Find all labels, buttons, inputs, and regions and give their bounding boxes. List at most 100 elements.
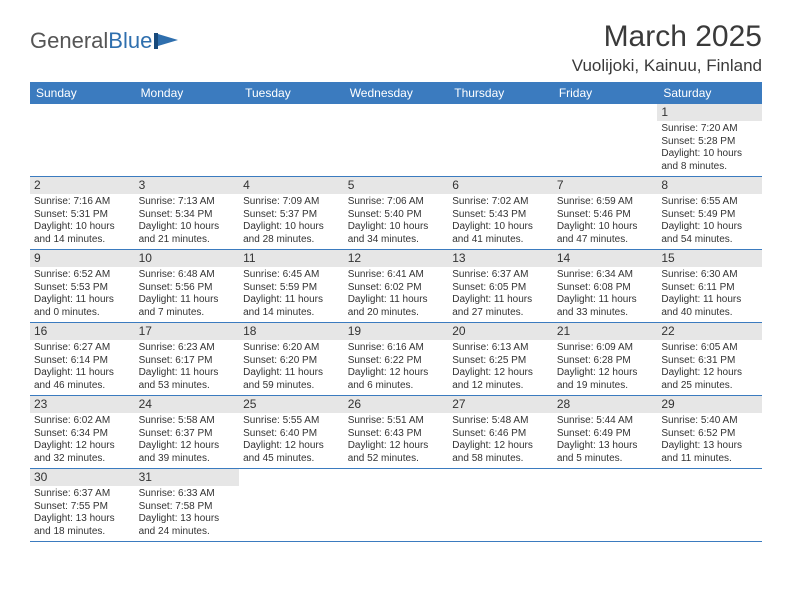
calendar-cell: 1Sunrise: 7:20 AMSunset: 5:28 PMDaylight… <box>657 104 762 177</box>
daylight-text: Daylight: 11 hours <box>139 294 236 307</box>
calendar-row: 16Sunrise: 6:27 AMSunset: 6:14 PMDayligh… <box>30 323 762 396</box>
daylight-text: and 34 minutes. <box>348 234 445 247</box>
daylight-text: and 41 minutes. <box>452 234 549 247</box>
calendar-cell: 12Sunrise: 6:41 AMSunset: 6:02 PMDayligh… <box>344 250 449 323</box>
sunset-text: Sunset: 6:02 PM <box>348 282 445 295</box>
sunset-text: Sunset: 5:34 PM <box>139 209 236 222</box>
logo: GeneralBlue <box>30 28 180 54</box>
daylight-text: and 14 minutes. <box>243 307 340 320</box>
calendar-row: 9 Sunrise: 6:52 AMSunset: 5:53 PM Daylight… <box>30 250 762 323</box>
daylight-text: and 39 minutes. <box>139 453 236 466</box>
daylight-text: and 47 minutes. <box>557 234 654 247</box>
sunset-text: Sunset: 5:40 PM <box>348 209 445 222</box>
calendar-cell: 22Sunrise: 6:05 AMSunset: 6:31 PMDayligh… <box>657 323 762 396</box>
daylight-text: and 14 minutes. <box>34 234 131 247</box>
calendar-cell: 6Sunrise: 7:02 AMSunset: 5:43 PMDaylight… <box>448 177 553 250</box>
daylight-text: and 53 minutes. <box>139 380 236 393</box>
day-number: 24 <box>135 396 240 413</box>
sunrise-text: Sunrise: 6:33 AM <box>139 488 236 501</box>
daylight-text: and 11 minutes. <box>661 453 758 466</box>
daylight-text: Daylight: 12 hours <box>139 440 236 453</box>
day-number: 4 <box>239 177 344 194</box>
daylight-text: and 54 minutes. <box>661 234 758 247</box>
sunrise-text: Sunrise: 5:51 AM <box>348 415 445 428</box>
day-number: 18 <box>239 323 344 340</box>
sunset-text: Sunset: 6:52 PM <box>661 428 758 441</box>
daylight-text: and 24 minutes. <box>139 526 236 539</box>
day-number: 23 <box>30 396 135 413</box>
calendar-cell-empty <box>344 469 449 542</box>
day-number: 3 <box>135 177 240 194</box>
daylight-text: Daylight: 12 hours <box>34 440 131 453</box>
sunset-text: Sunset: 5:53 PM <box>34 282 131 295</box>
calendar-cell: 21Sunrise: 6:09 AMSunset: 6:28 PMDayligh… <box>553 323 658 396</box>
sunrise-text: Sunrise: 5:55 AM <box>243 415 340 428</box>
day-number: 27 <box>448 396 553 413</box>
sunset-text: Sunset: 5:43 PM <box>452 209 549 222</box>
sunset-text: Sunset: 5:49 PM <box>661 209 758 222</box>
daylight-text: and 0 minutes. <box>34 307 131 320</box>
sunrise-text: Sunrise: 6:55 AM <box>661 196 758 209</box>
sunrise-text: Sunrise: 6:16 AM <box>348 342 445 355</box>
sunrise-text: Sunrise: 6:02 AM <box>34 415 131 428</box>
daylight-text: Daylight: 11 hours <box>348 294 445 307</box>
calendar-cell: 17Sunrise: 6:23 AMSunset: 6:17 PMDayligh… <box>135 323 240 396</box>
daylight-text: Daylight: 11 hours <box>243 294 340 307</box>
sunset-text: Sunset: 5:56 PM <box>139 282 236 295</box>
sunset-text: Sunset: 6:34 PM <box>34 428 131 441</box>
sunrise-text: Sunrise: 7:06 AM <box>348 196 445 209</box>
sunset-text: Sunset: 6:08 PM <box>557 282 654 295</box>
calendar-body: 1Sunrise: 7:20 AMSunset: 5:28 PMDaylight… <box>30 104 762 542</box>
sunrise-text: Sunrise: 6:41 AM <box>348 269 445 282</box>
daylight-text: and 52 minutes. <box>348 453 445 466</box>
calendar-cell: 23 Sunrise: 6:02 AMSunset: 6:34 PMDayligh… <box>30 396 135 469</box>
weekday-header: Wednesday <box>344 82 449 104</box>
day-number: 21 <box>553 323 658 340</box>
sunrise-text: Sunrise: 6:45 AM <box>243 269 340 282</box>
calendar-cell-empty <box>344 104 449 177</box>
daylight-text: Daylight: 10 hours <box>348 221 445 234</box>
calendar-cell: 4Sunrise: 7:09 AMSunset: 5:37 PMDaylight… <box>239 177 344 250</box>
sunrise-text: Sunrise: 6:52 AM <box>34 269 131 282</box>
daylight-text: and 59 minutes. <box>243 380 340 393</box>
calendar-cell: 24Sunrise: 5:58 AMSunset: 6:37 PMDayligh… <box>135 396 240 469</box>
sunset-text: Sunset: 6:25 PM <box>452 355 549 368</box>
sunset-text: Sunset: 6:46 PM <box>452 428 549 441</box>
month-title: March 2025 <box>572 20 762 54</box>
day-number: 13 <box>448 250 553 267</box>
sunrise-text: Sunrise: 6:48 AM <box>139 269 236 282</box>
daylight-text: Daylight: 11 hours <box>243 367 340 380</box>
calendar-cell: 8Sunrise: 6:55 AMSunset: 5:49 PMDaylight… <box>657 177 762 250</box>
calendar-cell: 18Sunrise: 6:20 AMSunset: 6:20 PMDayligh… <box>239 323 344 396</box>
calendar-cell-empty <box>553 104 658 177</box>
calendar-cell: 2Sunrise: 7:16 AMSunset: 5:31 PMDaylight… <box>30 177 135 250</box>
day-number: 10 <box>135 250 240 267</box>
calendar-cell: 26Sunrise: 5:51 AMSunset: 6:43 PMDayligh… <box>344 396 449 469</box>
calendar-cell: 19Sunrise: 6:16 AMSunset: 6:22 PMDayligh… <box>344 323 449 396</box>
calendar-cell-empty <box>239 104 344 177</box>
daylight-text: Daylight: 11 hours <box>34 367 131 380</box>
day-number: 26 <box>344 396 449 413</box>
day-number: 7 <box>553 177 658 194</box>
calendar-cell: 29Sunrise: 5:40 AMSunset: 6:52 PMDayligh… <box>657 396 762 469</box>
sunset-text: Sunset: 6:28 PM <box>557 355 654 368</box>
daylight-text: Daylight: 12 hours <box>661 367 758 380</box>
daylight-text: and 7 minutes. <box>139 307 236 320</box>
sunrise-text: Sunrise: 6:20 AM <box>243 342 340 355</box>
calendar-cell: 9Sunrise: 6:52 AMSunset: 5:53 PMDaylight… <box>30 250 135 323</box>
day-number: 14 <box>553 250 658 267</box>
daylight-text: and 25 minutes. <box>661 380 758 393</box>
calendar-row: 1Sunrise: 7:20 AMSunset: 5:28 PMDaylight… <box>30 104 762 177</box>
sunrise-text: Sunrise: 6:59 AM <box>557 196 654 209</box>
weekday-header: Sunday <box>30 82 135 104</box>
day-number: 9 <box>30 250 135 267</box>
daylight-text: and 19 minutes. <box>557 380 654 393</box>
day-number: 28 <box>553 396 658 413</box>
sunrise-text: Sunrise: 7:20 AM <box>661 123 758 136</box>
sunrise-text: Sunrise: 6:05 AM <box>661 342 758 355</box>
day-number: 8 <box>657 177 762 194</box>
sunset-text: Sunset: 6:22 PM <box>348 355 445 368</box>
calendar-cell-empty <box>239 469 344 542</box>
daylight-text: Daylight: 10 hours <box>243 221 340 234</box>
daylight-text: Daylight: 11 hours <box>139 367 236 380</box>
